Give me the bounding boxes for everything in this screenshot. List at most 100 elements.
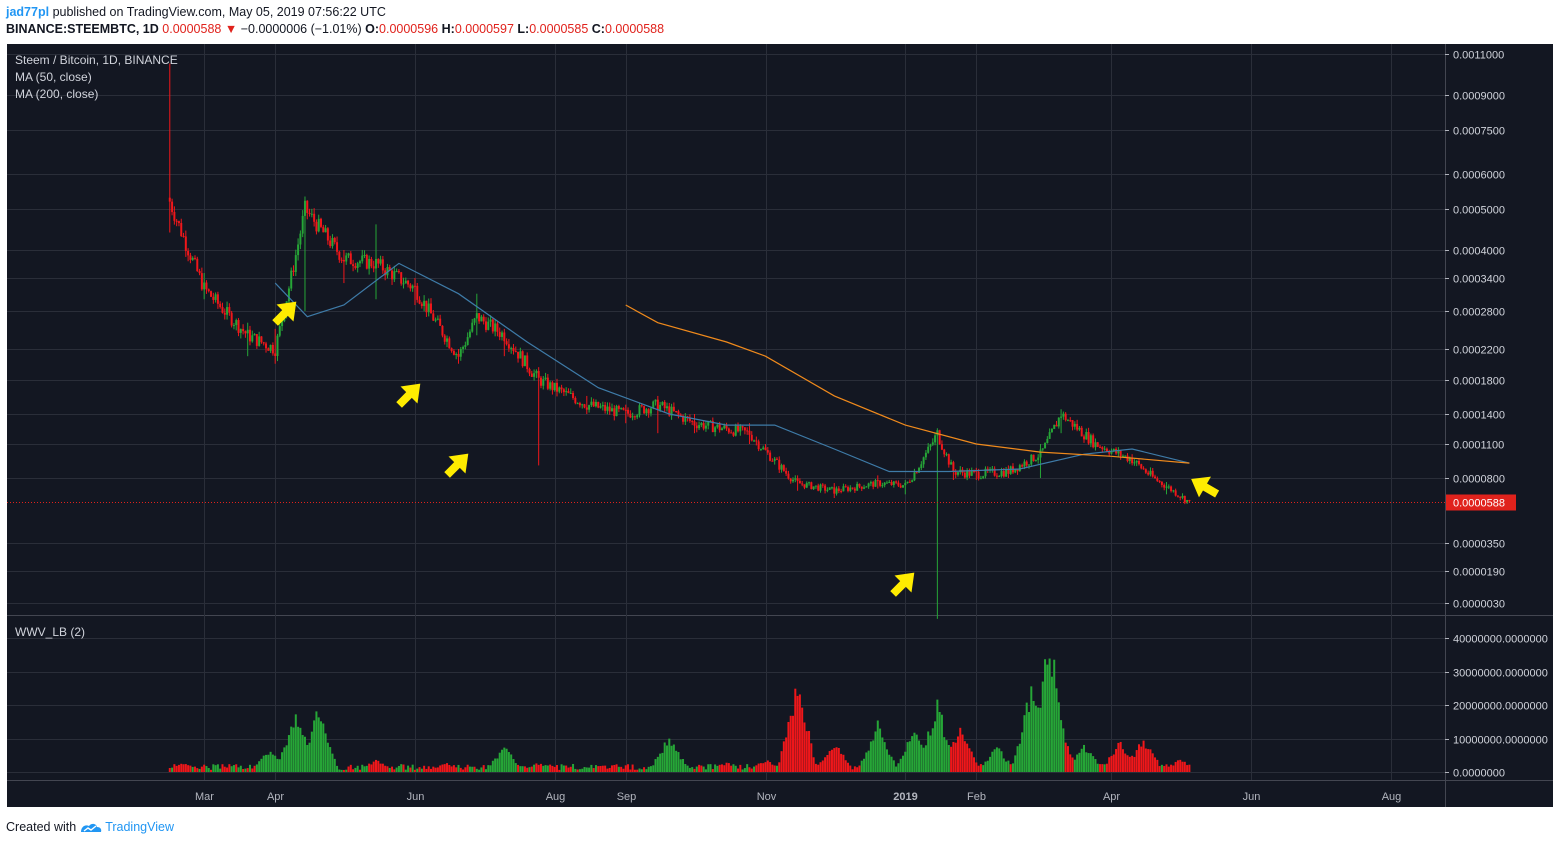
candle-body	[755, 440, 758, 442]
volume-bar	[1069, 754, 1072, 772]
candle-body	[1014, 468, 1017, 473]
candle-body	[585, 407, 588, 410]
x-tick-label: Nov	[757, 791, 777, 803]
volume-bar	[860, 760, 863, 772]
x-tick-label: Jun	[407, 791, 425, 803]
volume-bar	[523, 766, 526, 772]
candle-body	[631, 416, 634, 418]
volume-bar	[1099, 764, 1102, 772]
volume-bar	[528, 767, 531, 772]
candle-body	[604, 405, 607, 411]
volume-bar	[274, 755, 277, 772]
candle-body	[439, 318, 442, 326]
candle-body	[711, 420, 714, 433]
created-with-label: Created with	[6, 820, 77, 834]
volume-bar	[633, 769, 636, 772]
volume-bar	[349, 764, 352, 772]
candle-body	[801, 483, 804, 485]
legend-ma200: MA (200, close)	[15, 87, 98, 101]
candle-body	[913, 472, 916, 481]
candle-body	[739, 426, 742, 432]
candle-body	[950, 462, 953, 465]
volume-bar	[475, 768, 478, 772]
candle-body	[1041, 448, 1044, 450]
arrow-shape	[272, 301, 297, 326]
volume-bar	[943, 737, 946, 772]
volume-bar	[1133, 756, 1136, 772]
y-tick-label: 0.0000030	[1453, 599, 1505, 611]
candle-body	[1078, 427, 1081, 430]
candle-body	[370, 259, 373, 267]
volume-bar	[1078, 752, 1081, 772]
y-tick-label: 0.0006000	[1453, 170, 1505, 182]
candle-body	[814, 485, 817, 487]
author-link[interactable]: jad77pl	[6, 5, 50, 19]
candle-body	[391, 270, 394, 280]
volume-bar	[409, 767, 412, 772]
chart-header: jad77pl published on TradingView.com, Ma…	[6, 4, 664, 38]
volume-bar	[436, 767, 439, 772]
volume-bar	[858, 765, 861, 772]
candle-body	[1030, 454, 1033, 465]
candle-body	[643, 406, 646, 414]
candle-body	[640, 405, 643, 407]
volume-bar	[881, 737, 884, 772]
candle-body	[226, 307, 229, 315]
volume-bar	[462, 769, 465, 772]
candle-body	[890, 482, 893, 485]
volume-bar	[966, 743, 969, 772]
candle-body	[725, 425, 728, 429]
volume-bar	[450, 766, 453, 772]
candle-body	[1066, 420, 1069, 422]
candle-body	[212, 296, 215, 300]
candle-body	[1064, 413, 1067, 421]
candle-body	[544, 377, 547, 380]
candle-body	[1046, 438, 1049, 444]
volume-bar	[494, 758, 497, 772]
candle-body	[746, 430, 749, 432]
volume-bar	[1105, 763, 1108, 772]
candle-body	[205, 282, 208, 290]
volume-bar	[588, 767, 591, 772]
volume-bar	[239, 765, 242, 772]
candle-body	[858, 483, 861, 487]
volume-bar	[904, 751, 907, 772]
candle-body	[780, 465, 783, 470]
volume-bar	[1092, 756, 1095, 772]
candle-body	[400, 272, 403, 284]
candle-body	[358, 261, 361, 264]
x-tick-label: 2019	[893, 791, 917, 803]
candle-body	[824, 485, 827, 491]
candle-body	[425, 300, 428, 313]
volume-bar	[443, 764, 446, 772]
candle-body	[968, 470, 971, 476]
candle-body	[665, 406, 668, 409]
volume-bar	[565, 765, 568, 772]
volume-bar	[732, 764, 735, 772]
volume-bar	[226, 767, 229, 772]
candle-body	[173, 212, 176, 221]
volume-bar	[491, 760, 494, 772]
volume-bar	[640, 769, 643, 772]
volume-bar	[915, 734, 918, 772]
candle-body	[638, 405, 641, 416]
volume-bar	[1163, 765, 1166, 772]
candle-body	[943, 449, 946, 455]
candle-body	[193, 257, 196, 259]
volume-bar	[940, 714, 943, 772]
candle-body	[668, 406, 671, 416]
candle-body	[416, 285, 419, 300]
candle-body	[737, 425, 740, 432]
volume-bar	[539, 763, 542, 772]
tradingview-link[interactable]: TradingView	[79, 820, 174, 834]
candle-body	[404, 280, 407, 284]
volume-bar	[798, 694, 801, 772]
volume-bar	[982, 765, 985, 772]
candle-body	[507, 344, 510, 349]
volume-bar	[1030, 686, 1033, 772]
volume-bar	[278, 759, 281, 772]
volume-bar	[936, 699, 939, 772]
volume-bar	[968, 748, 971, 772]
volume-bar	[423, 765, 426, 772]
